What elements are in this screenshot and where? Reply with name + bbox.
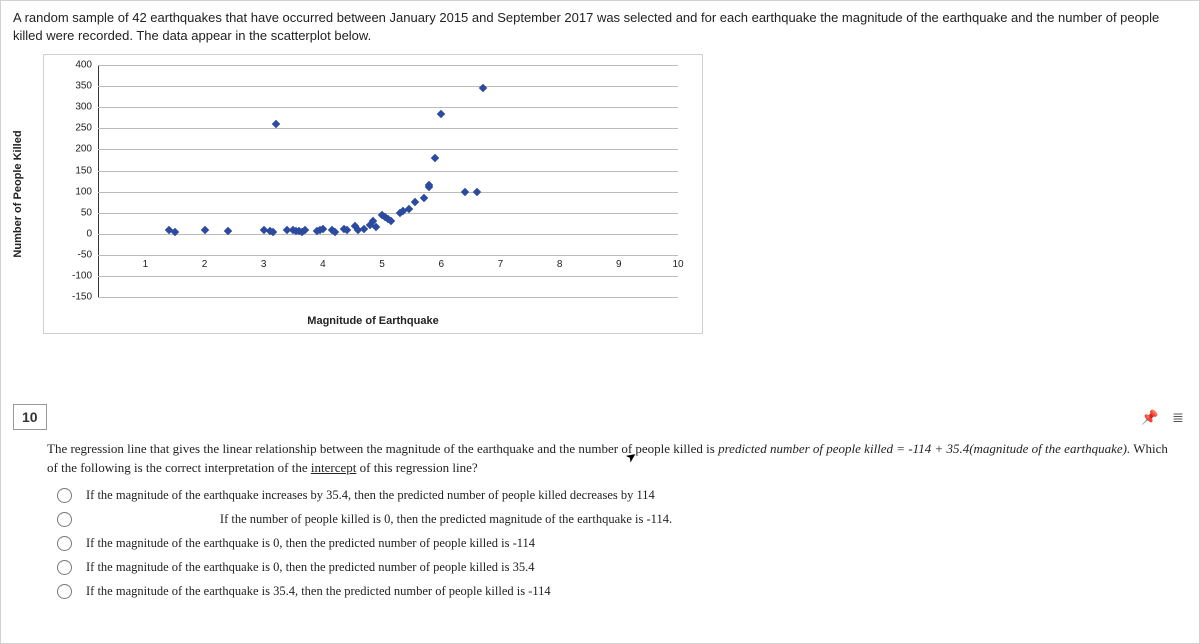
y-tick-label: -100 xyxy=(72,271,98,282)
gridline-h xyxy=(98,234,678,235)
q-prefix: The regression line that gives the linea… xyxy=(47,441,718,456)
page-root: A random sample of 42 earthquakes that h… xyxy=(0,0,1200,644)
q-suffix2: of this regression line? xyxy=(360,460,478,475)
scatter-point xyxy=(473,187,481,195)
question-header-row: 10 📌 ≣ xyxy=(13,404,1187,430)
y-tick-label: 50 xyxy=(81,207,98,218)
scatter-point xyxy=(372,223,380,231)
x-tick-label: 6 xyxy=(438,259,444,270)
option-label: If the magnitude of the earthquake is 35… xyxy=(86,584,551,599)
y-tick-label: 200 xyxy=(75,144,98,155)
option-label: If the magnitude of the earthquake is 0,… xyxy=(86,560,534,575)
radio-icon[interactable] xyxy=(57,512,72,527)
option-row[interactable]: If the magnitude of the earthquake is 35… xyxy=(57,584,1187,599)
x-tick-label: 7 xyxy=(498,259,504,270)
scatter-point xyxy=(419,194,427,202)
radio-icon[interactable] xyxy=(57,560,72,575)
q-underline: intercept xyxy=(311,460,356,475)
scatter-point xyxy=(271,120,279,128)
pin-icon[interactable]: 📌 xyxy=(1141,408,1159,426)
scatter-point xyxy=(387,217,395,225)
radio-icon[interactable] xyxy=(57,584,72,599)
q-equation: predicted number of people killed = -114… xyxy=(718,441,1130,456)
intro-text: A random sample of 42 earthquakes that h… xyxy=(13,9,1187,44)
option-label: If the number of people killed is 0, the… xyxy=(86,512,806,527)
gridline-h xyxy=(98,149,678,150)
gridline-h xyxy=(98,297,678,298)
y-tick-label: 150 xyxy=(75,165,98,176)
y-tick-label: 300 xyxy=(75,102,98,113)
scatter-point xyxy=(461,187,469,195)
option-label: If the magnitude of the earthquake is 0,… xyxy=(86,536,535,551)
gridline-h xyxy=(98,65,678,66)
option-row[interactable]: If the number of people killed is 0, the… xyxy=(57,512,1187,527)
scatter-point xyxy=(410,198,418,206)
y-tick-label: -50 xyxy=(78,249,98,260)
scatter-point xyxy=(437,109,445,117)
radio-icon[interactable] xyxy=(57,536,72,551)
options-group: If the magnitude of the earthquake incre… xyxy=(57,488,1187,599)
x-tick-label: 1 xyxy=(143,259,149,270)
x-tick-label: 4 xyxy=(320,259,326,270)
gridline-h xyxy=(98,86,678,87)
option-row[interactable]: If the magnitude of the earthquake is 0,… xyxy=(57,560,1187,575)
y-tick-label: 100 xyxy=(75,186,98,197)
x-tick-label: 5 xyxy=(379,259,385,270)
x-tick-label: 2 xyxy=(202,259,208,270)
y-tick-label: 250 xyxy=(75,123,98,134)
y-tick-label: 350 xyxy=(75,81,98,92)
plot-area: -150-100-5005010015020025030035040012345… xyxy=(98,65,678,297)
y-tick-label: 0 xyxy=(86,228,98,239)
x-tick-label: 3 xyxy=(261,259,267,270)
question-number: 10 xyxy=(13,404,47,430)
gridline-h xyxy=(98,107,678,108)
option-label: If the magnitude of the earthquake incre… xyxy=(86,488,655,503)
gridline-h xyxy=(98,213,678,214)
radio-icon[interactable] xyxy=(57,488,72,503)
y-tick-label: 400 xyxy=(75,60,98,71)
y-axis-line xyxy=(98,65,99,297)
question-text: The regression line that gives the linea… xyxy=(47,440,1177,478)
x-tick-label: 8 xyxy=(557,259,563,270)
y-tick-label: -150 xyxy=(72,292,98,303)
x-tick-label: 9 xyxy=(616,259,622,270)
list-icon[interactable]: ≣ xyxy=(1169,408,1187,426)
option-row[interactable]: If the magnitude of the earthquake incre… xyxy=(57,488,1187,503)
option-row[interactable]: If the magnitude of the earthquake is 0,… xyxy=(57,536,1187,551)
gridline-h xyxy=(98,255,678,256)
gridline-h xyxy=(98,276,678,277)
gridline-h xyxy=(98,171,678,172)
y-axis-label: Number of People Killed xyxy=(12,131,24,258)
scatter-point xyxy=(431,154,439,162)
scatter-chart: Number of People Killed -150-100-5005010… xyxy=(43,54,703,334)
gridline-h xyxy=(98,192,678,193)
x-axis-label: Magnitude of Earthquake xyxy=(307,315,438,327)
x-tick-label: 10 xyxy=(672,259,683,270)
gridline-h xyxy=(98,128,678,129)
